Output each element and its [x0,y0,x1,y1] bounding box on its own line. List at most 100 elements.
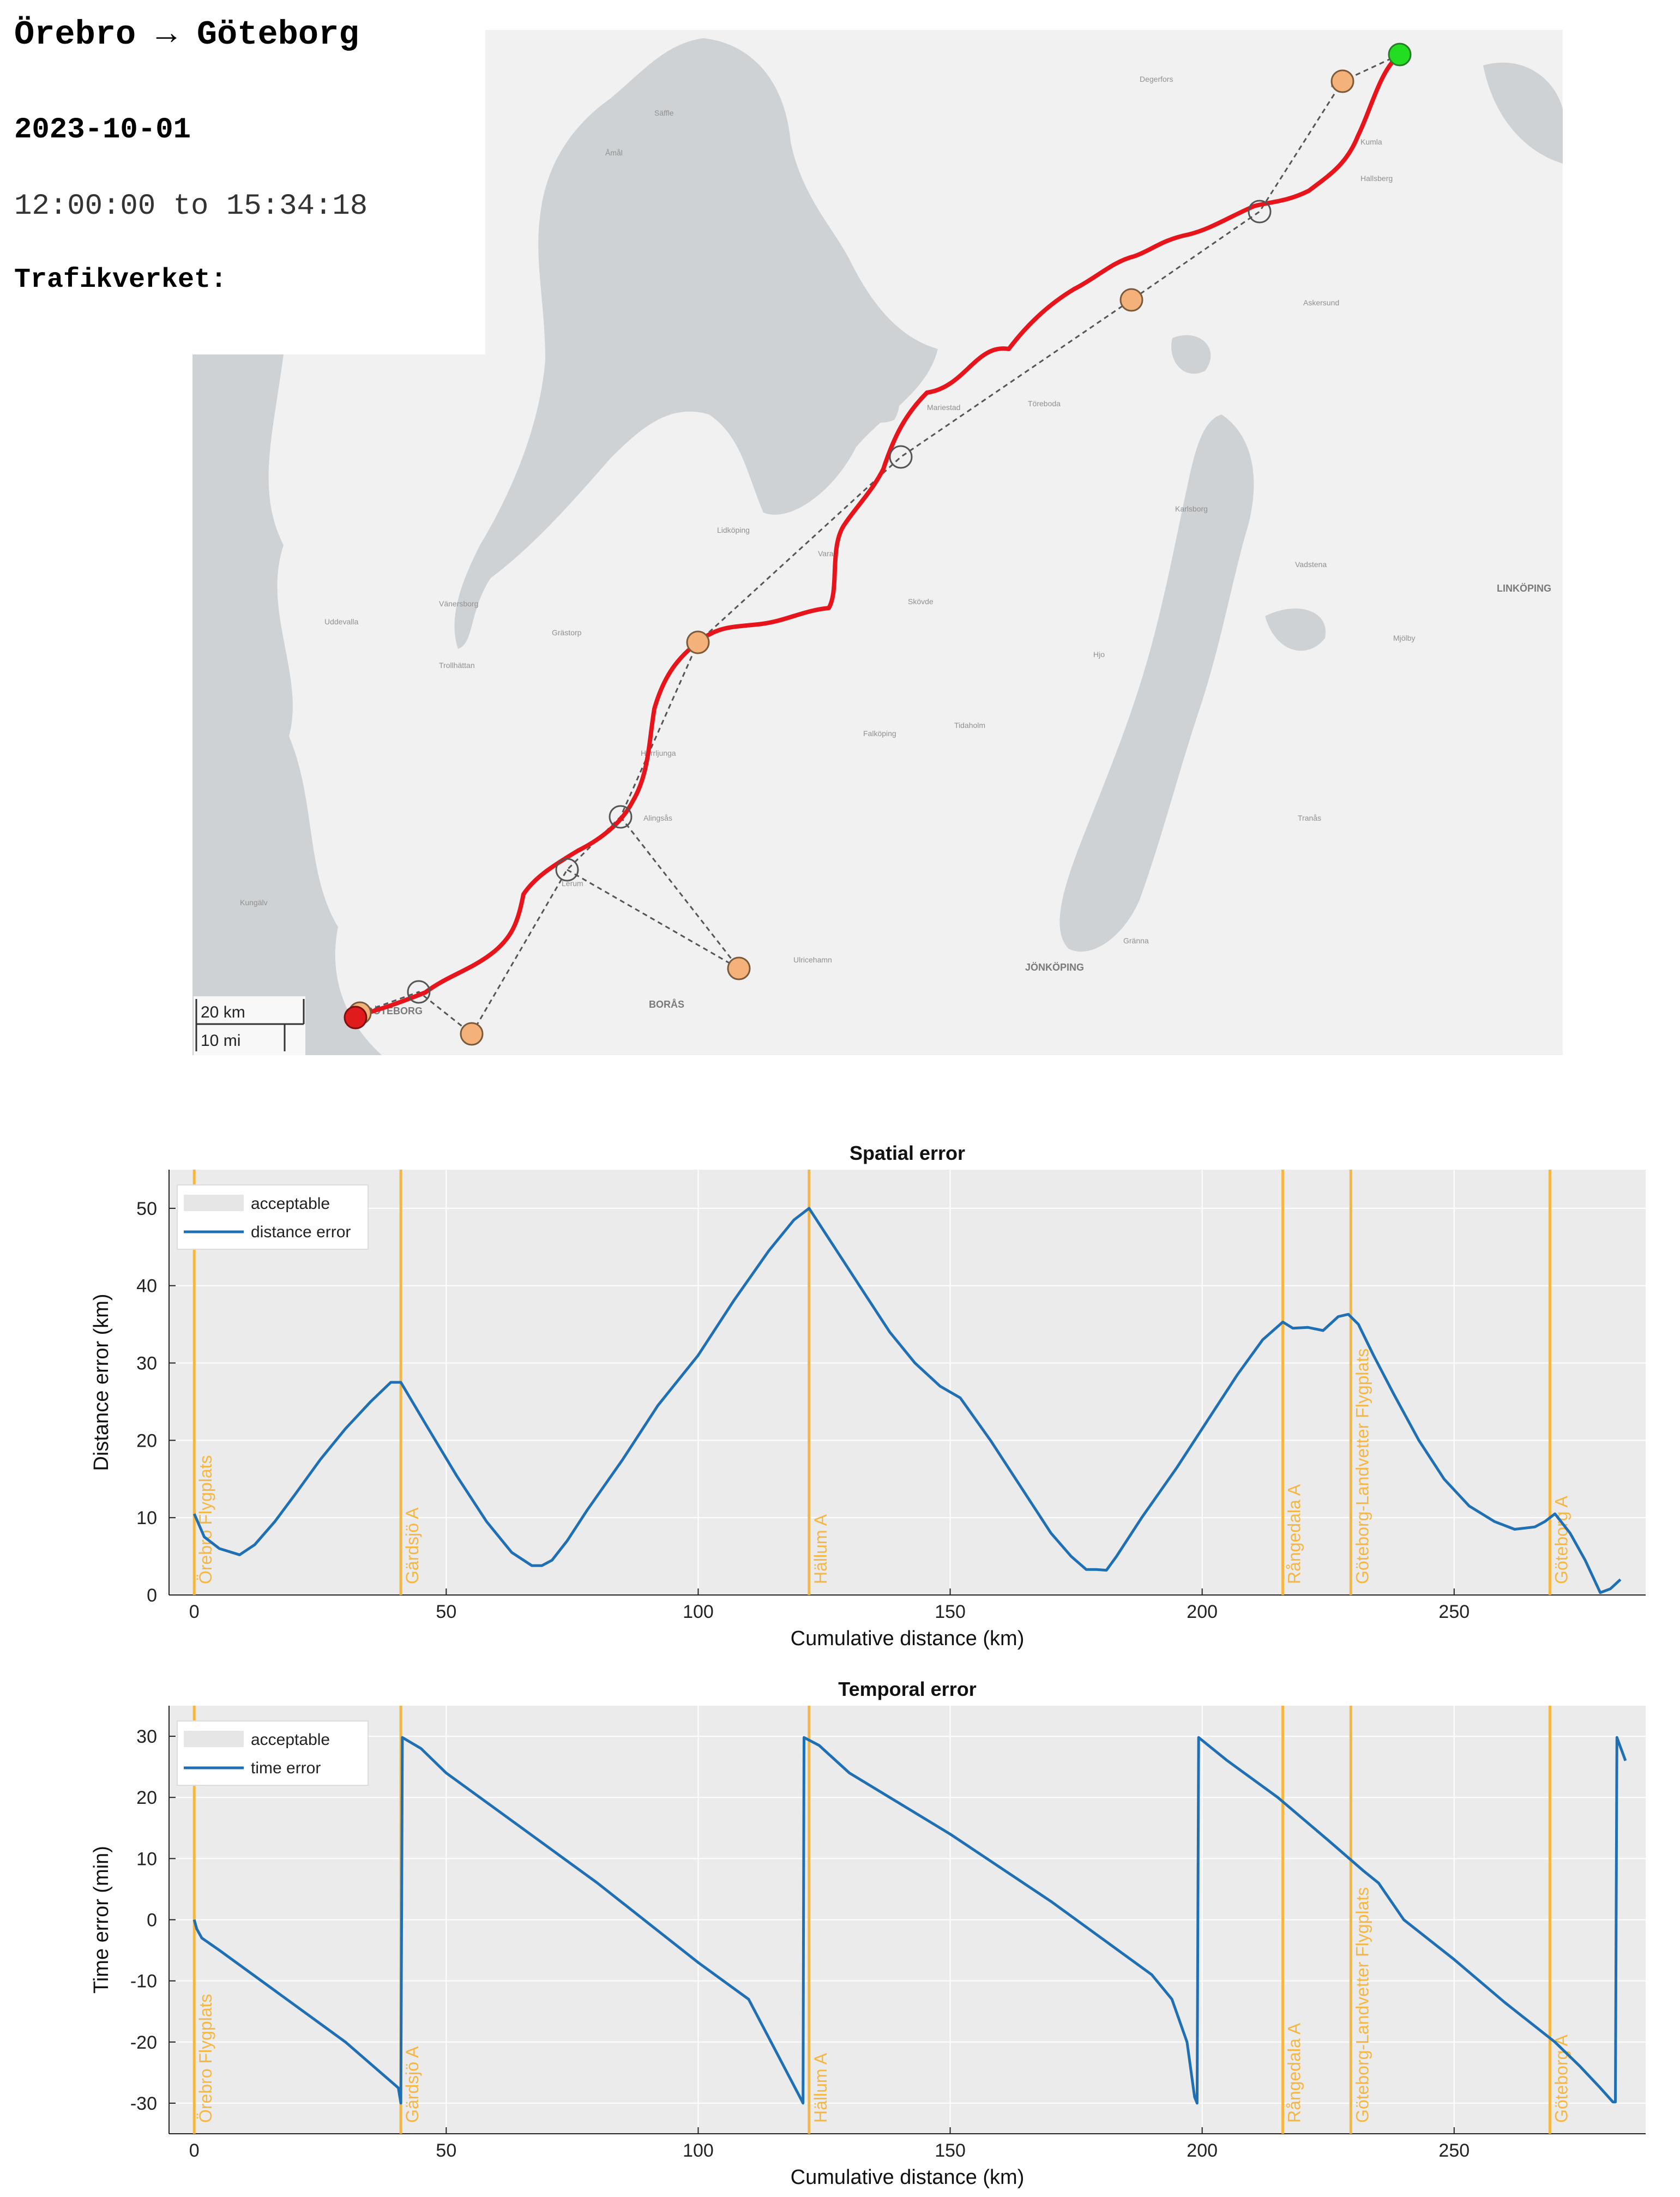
data-source-label: Trafikverket: [14,264,227,296]
scale-mi-label: 10 mi [201,1032,240,1050]
x-tick-label: 200 [1187,2140,1218,2161]
y-tick-label: 30 [136,1726,157,1747]
station-marker-open[interactable] [609,805,633,829]
trip-date: 2023-10-01 [14,113,191,147]
station-marker-open[interactable] [555,858,579,882]
x-tick-label: 100 [683,2140,714,2161]
map-place-label: Askersund [1303,298,1339,307]
x-tick-label: 50 [436,2140,456,2161]
y-tick-label: -20 [130,2032,157,2053]
map-place-label: Degerfors [1140,75,1173,83]
station-marker-orange[interactable] [1330,69,1354,93]
station-label: Rångedala A [1285,1484,1304,1584]
chart-title: Temporal error [838,1678,976,1700]
y-tick-label: 20 [136,1430,157,1451]
y-tick-label: 10 [136,1508,157,1528]
y-tick-label: 40 [136,1276,157,1297]
map-place-label: Vadstena [1295,560,1327,569]
x-tick-label: 0 [189,1602,200,1622]
x-tick-label: 150 [935,2140,966,2161]
station-marker-orange[interactable] [1119,288,1143,312]
map-place-label: Åmål [605,148,623,157]
page-title: Örebro → Göteborg [14,15,359,54]
station-label: Göteborg-Landvetter Flygplats [1352,1887,1372,2123]
station-marker-open[interactable] [407,980,431,1004]
x-tick-label: 50 [436,1602,456,1622]
station-label: Göteborg-Landvetter Flygplats [1352,1349,1372,1584]
map-place-label: Alingsås [643,814,672,822]
scale-km-label: 20 km [201,1003,245,1021]
y-axis-label: Distance error (km) [90,1293,113,1471]
y-tick-label: 0 [147,1585,157,1606]
station-label: Hällum A [811,2052,830,2123]
legend-swatch-acceptable [184,1195,244,1211]
station-marker-open[interactable] [889,445,913,469]
map-place-label: Grästorp [552,628,582,637]
map-place-label: Uddevalla [324,617,358,626]
station-label: Rångedala A [1285,2023,1304,2123]
y-tick-label: 30 [136,1353,157,1374]
legend-label: distance error [251,1223,351,1241]
legend-box [177,1720,369,1786]
map-place-label: LINKÖPING [1497,583,1551,594]
station-marker-orange[interactable] [686,630,710,654]
y-tick-label: -10 [130,1971,157,1992]
map-place-label: Mariestad [927,403,960,412]
map-place-label: Töreboda [1028,399,1061,408]
map-station-markers[interactable] [344,43,1412,1046]
station-marker-start[interactable] [1388,43,1412,67]
x-tick-label: 250 [1438,2140,1470,2161]
station-marker-orange[interactable] [460,1022,484,1046]
map-place-label: Tranås [1298,814,1321,822]
x-tick-label: 200 [1187,1602,1218,1622]
legend-swatch-acceptable [184,1731,244,1747]
map-place-label: Vänersborg [439,599,478,608]
map-place-label: Vara [818,549,834,558]
map-place-label: Gränna [1123,936,1149,945]
y-tick-label: 50 [136,1199,157,1219]
route-map[interactable]: LINKÖPINGJÖNKÖPINGBORÅSGÖTEBORGTrollhätt… [0,0,1680,1069]
map-place-label: Tidaholm [954,721,985,730]
map-place-label: JÖNKÖPING [1025,962,1084,973]
station-marker-open[interactable] [1248,200,1272,224]
map-place-label: Mjölby [1393,634,1415,642]
legend-label: acceptable [251,1731,330,1749]
y-axis-label: Time error (min) [90,1846,113,1994]
route-line [360,52,1402,1016]
station-marker-orange[interactable] [727,956,751,980]
x-axis-label: Cumulative distance (km) [791,1627,1025,1650]
legend-label: time error [251,1759,321,1777]
legend-label: acceptable [251,1195,330,1213]
map-place-label: Karlsborg [1175,504,1208,513]
x-axis-label: Cumulative distance (km) [791,2166,1025,2189]
map-place-label: Hjo [1093,650,1105,659]
map-place-label: Trollhättan [439,661,475,670]
map-place-label: Kungälv [240,898,268,907]
station-label: Gärdsjö A [402,2046,422,2123]
legend-box [177,1184,369,1250]
series-line [192,1207,1622,1594]
map-place-label: Ulricehamn [793,955,832,964]
map-place-label: Kumla [1360,137,1382,146]
station-label: Örebro Flygplats [196,1455,215,1584]
chart-title: Spatial error [850,1142,965,1164]
station-label: Hällum A [811,1514,830,1584]
x-tick-label: 250 [1438,1602,1470,1622]
y-tick-label: -30 [130,2093,157,2114]
trip-time-range: 12:00:00 to 15:34:18 [14,190,368,223]
x-tick-label: 100 [683,1602,714,1622]
y-tick-label: 20 [136,1787,157,1808]
station-label: Örebro Flygplats [196,1994,215,2123]
y-tick-label: 0 [147,1910,157,1931]
map-place-label: Säffle [654,109,674,117]
station-label: Gärdsjö A [402,1507,422,1584]
x-tick-label: 0 [189,2140,200,2161]
series-line [192,1736,1627,2105]
y-tick-label: 10 [136,1849,157,1869]
map-place-label: Lidköping [717,526,750,534]
map-place-label: Falköping [863,729,896,738]
map-place-label: Skövde [908,597,934,606]
station-marker-end[interactable] [344,1006,368,1030]
